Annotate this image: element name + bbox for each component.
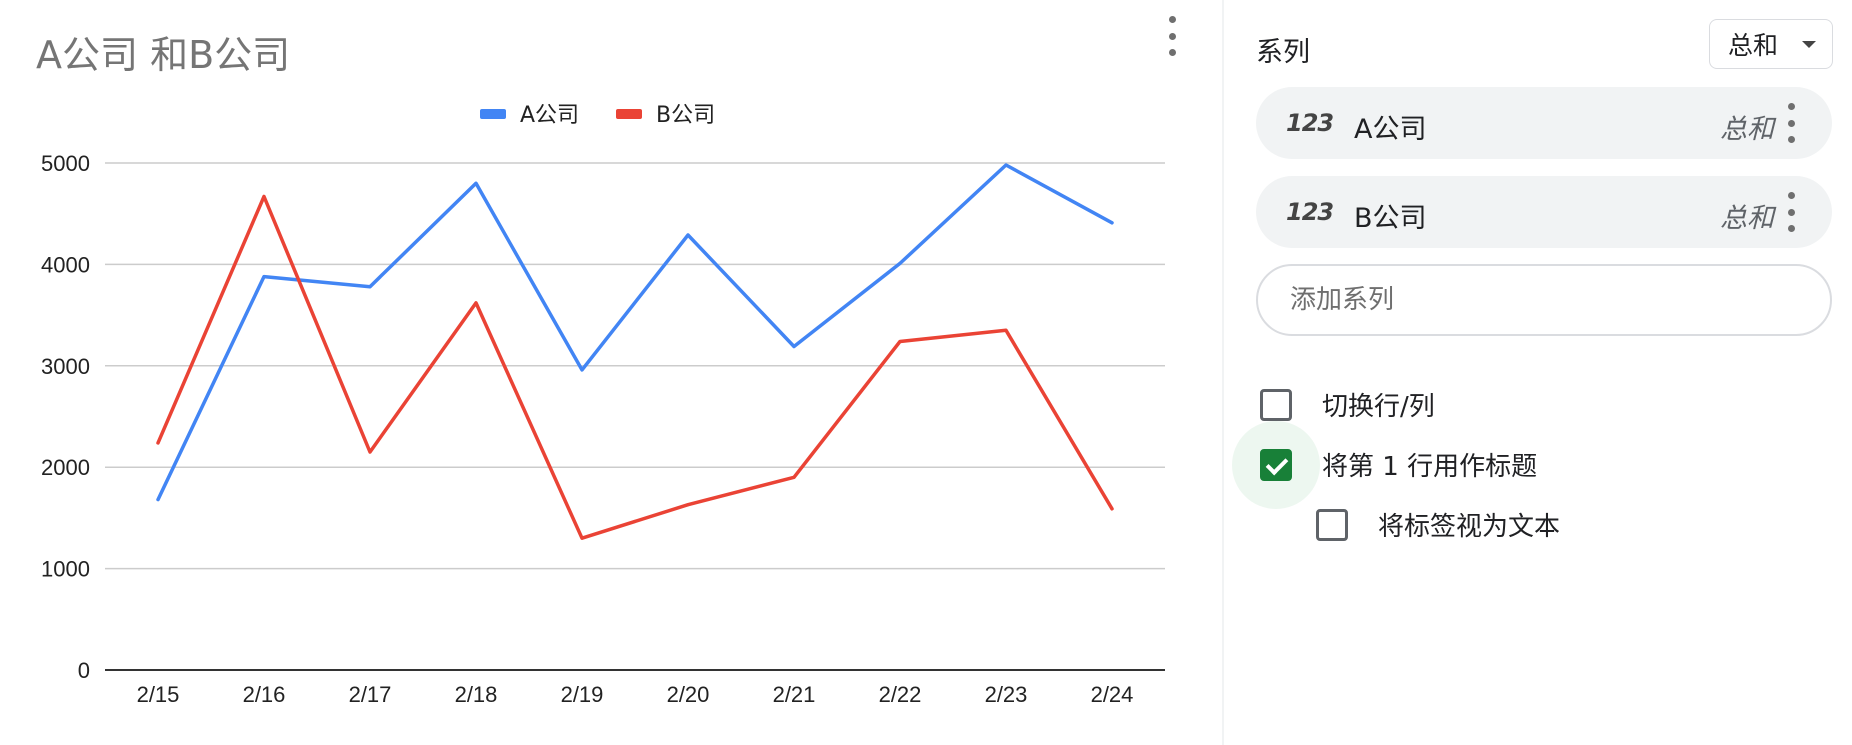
legend-label[interactable]: A公司 [520,103,579,128]
more-vert-icon[interactable] [1784,103,1798,143]
data-point[interactable] [580,536,584,540]
y-tick-label: 1000 [41,557,90,582]
switch-rows-columns-option[interactable]: 切换行/列 [1260,386,1435,423]
data-point[interactable] [262,194,266,198]
chart-title[interactable]: A公司 和B公司 [36,33,290,77]
data-point[interactable] [898,261,902,265]
data-point[interactable] [156,441,160,445]
data-point[interactable] [368,450,372,454]
y-tick-label: 0 [78,658,90,683]
series-aggregate: 总和 [1720,114,1774,145]
series-heading: 系列 [1256,37,1310,68]
switch-rows-columns-checkbox[interactable] [1260,388,1292,421]
series-panel: 系列 总和 123 A公司 总和 123 B公司 总和 切换行/列 将第 1 行… [1224,0,1852,745]
data-point[interactable] [156,498,160,502]
aggregate-dropdown-value: 总和 [1728,31,1779,60]
data-point[interactable] [474,301,478,305]
data-point[interactable] [580,368,584,372]
series-name: A公司 [1354,114,1427,145]
more-vert-icon[interactable] [1784,192,1798,232]
data-point[interactable] [262,275,266,279]
switch-rows-columns-label: 切换行/列 [1322,392,1435,422]
x-tick-label: 2/22 [879,682,922,707]
number-type-icon: 123 [1286,109,1334,137]
x-tick-label: 2/15 [137,682,180,707]
data-point[interactable] [1110,221,1114,225]
line-chart[interactable]: A公司 和B公司 0 1000 2000 3000 4000 5000 2/15 2/16 2… [0,0,1222,745]
use-row-1-as-headers-checkbox[interactable] [1260,448,1292,481]
chart-area[interactable]: A公司 和B公司 0 1000 2000 3000 4000 5000 2/15 2/16 2… [0,0,1222,745]
x-tick-label: 2/17 [349,682,392,707]
add-series-input[interactable] [1256,264,1832,336]
y-tick-label: 2000 [41,455,90,480]
x-tick-label: 2/23 [985,682,1028,707]
x-tick-label: 2/20 [667,682,710,707]
data-point[interactable] [898,339,902,343]
x-tick-label: 2/21 [773,682,816,707]
use-row-1-as-headers-option[interactable]: 将第 1 行用作标题 [1232,420,1538,509]
treat-labels-as-text-option[interactable]: 将标签视为文本 [1316,506,1560,543]
y-tick-label: 4000 [41,252,90,277]
data-point[interactable] [686,233,690,237]
x-tick-label: 2/18 [455,682,498,707]
data-point[interactable] [474,181,478,185]
x-tick-label: 2/16 [243,682,286,707]
panel-divider [1222,0,1224,745]
data-point[interactable] [686,503,690,507]
data-point[interactable] [1004,328,1008,332]
y-tick-label: 5000 [41,151,90,176]
series-line-a[interactable] [156,163,1114,502]
data-point[interactable] [1110,507,1114,511]
series-item-a[interactable]: 123 A公司 总和 [1256,87,1832,159]
data-point[interactable] [368,285,372,289]
legend-label[interactable]: B公司 [656,103,715,128]
arrow-drop-down-icon [1802,41,1816,48]
more-vert-icon[interactable] [1165,16,1179,56]
series-aggregate: 总和 [1720,203,1774,234]
legend-swatch [480,109,506,119]
treat-labels-as-text-checkbox[interactable] [1316,508,1348,541]
x-tick-label: 2/19 [561,682,604,707]
series-line-b[interactable] [156,194,1114,540]
treat-labels-as-text-label: 将标签视为文本 [1378,512,1561,542]
x-tick-label: 2/24 [1091,682,1134,707]
y-tick-label: 3000 [41,354,90,379]
data-point[interactable] [792,475,796,479]
use-row-1-as-headers-label: 将第 1 行用作标题 [1322,452,1538,482]
series-name: B公司 [1354,203,1427,234]
data-point[interactable] [1004,163,1008,167]
data-point[interactable] [792,345,796,349]
legend-swatch [616,109,642,119]
aggregate-dropdown[interactable]: 总和 [1709,19,1833,69]
number-type-icon: 123 [1286,198,1334,226]
series-item-b[interactable]: 123 B公司 总和 [1256,176,1832,248]
